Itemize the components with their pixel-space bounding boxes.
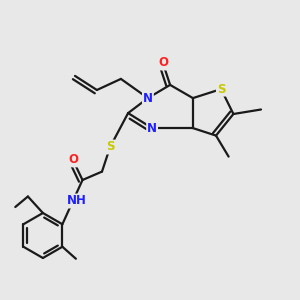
Text: NH: NH <box>67 194 86 208</box>
Text: O: O <box>158 56 168 70</box>
Text: N: N <box>143 92 153 105</box>
Text: O: O <box>68 153 78 167</box>
Text: S: S <box>106 140 114 154</box>
Text: S: S <box>217 82 225 96</box>
Text: N: N <box>147 122 157 135</box>
